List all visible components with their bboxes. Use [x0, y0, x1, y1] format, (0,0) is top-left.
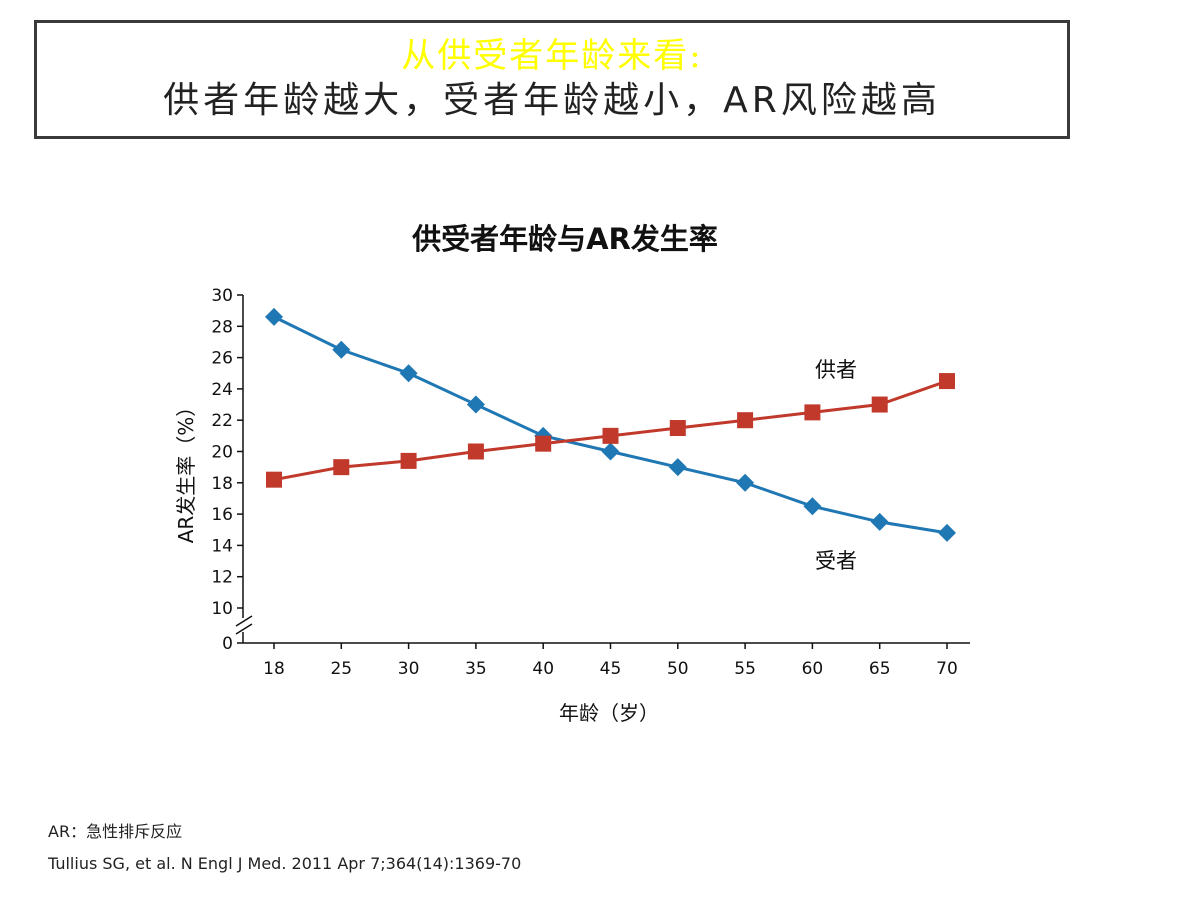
y-tick-label: 10	[211, 599, 233, 619]
data-point-受者	[466, 395, 485, 414]
abbreviation-footnote: AR：急性排斥反应	[48, 822, 183, 841]
series-line-受者	[273, 315, 948, 535]
data-point-供者	[400, 452, 417, 469]
data-point-供者	[602, 427, 619, 444]
reference-footnote: Tullius SG, et al. N Engl J Med. 2011 Ap…	[48, 854, 522, 873]
y-tick-label: 22	[211, 411, 233, 431]
x-tick-label: 25	[330, 659, 352, 679]
data-point-供者	[333, 459, 350, 476]
y-tick-label: 28	[211, 317, 233, 337]
x-axis-label: 年龄（岁）	[559, 701, 659, 725]
x-tick-label: 65	[869, 659, 891, 679]
y-tick-label: 12	[211, 568, 233, 588]
y-tick-label: 14	[211, 536, 233, 556]
series-label-recipient: 受者	[815, 549, 857, 573]
data-point-供者	[804, 404, 821, 421]
y-tick-label: 24	[211, 380, 233, 400]
x-tick-label: 35	[465, 659, 487, 679]
y-tick-label: 16	[211, 505, 233, 525]
y-axis-label: AR发生率（%）	[174, 397, 198, 544]
y-tick-label: 20	[211, 443, 233, 463]
data-point-受者	[265, 307, 283, 326]
headline-subtitle: 从供受者年龄来看:	[401, 36, 703, 76]
data-point-供者	[467, 443, 484, 460]
data-point-供者	[535, 435, 552, 452]
y-tick-label: 18	[211, 474, 233, 494]
x-tick-label: 30	[398, 659, 420, 679]
data-point-供者	[669, 420, 686, 437]
data-point-受者	[870, 512, 889, 531]
headline-main-text: 供者年龄越大，受者年龄越小，AR风险越高	[163, 80, 941, 121]
data-point-受者	[938, 523, 956, 542]
x-tick-label: 45	[600, 659, 622, 679]
data-point-供者	[266, 471, 282, 488]
x-tick-label: 40	[532, 659, 554, 679]
y-tick-label: 0	[222, 634, 233, 654]
axis-break-mark	[235, 623, 253, 635]
x-tick-label: 50	[667, 659, 689, 679]
x-tick-label: 55	[734, 659, 756, 679]
x-tick-label: 70	[936, 659, 958, 679]
y-tick-label: 30	[211, 286, 233, 306]
x-tick-label: 60	[802, 659, 824, 679]
data-point-受者	[736, 473, 755, 492]
headline-box: 从供受者年龄来看: 供者年龄越大，受者年龄越小，AR风险越高	[34, 20, 1070, 139]
data-point-供者	[871, 396, 888, 413]
series-label-donor: 供者	[815, 358, 857, 382]
data-point-受者	[399, 364, 418, 383]
data-point-受者	[601, 442, 620, 461]
data-point-受者	[332, 340, 351, 359]
data-point-受者	[668, 458, 687, 477]
y-tick-label: 26	[211, 349, 233, 369]
axis-break-mark	[235, 615, 253, 627]
chart-title: 供受者年龄与AR发生率	[412, 222, 718, 256]
x-tick-label: 18	[263, 659, 285, 679]
data-point-受者	[803, 497, 822, 516]
data-point-供者	[737, 412, 754, 429]
data-point-供者	[939, 373, 955, 390]
